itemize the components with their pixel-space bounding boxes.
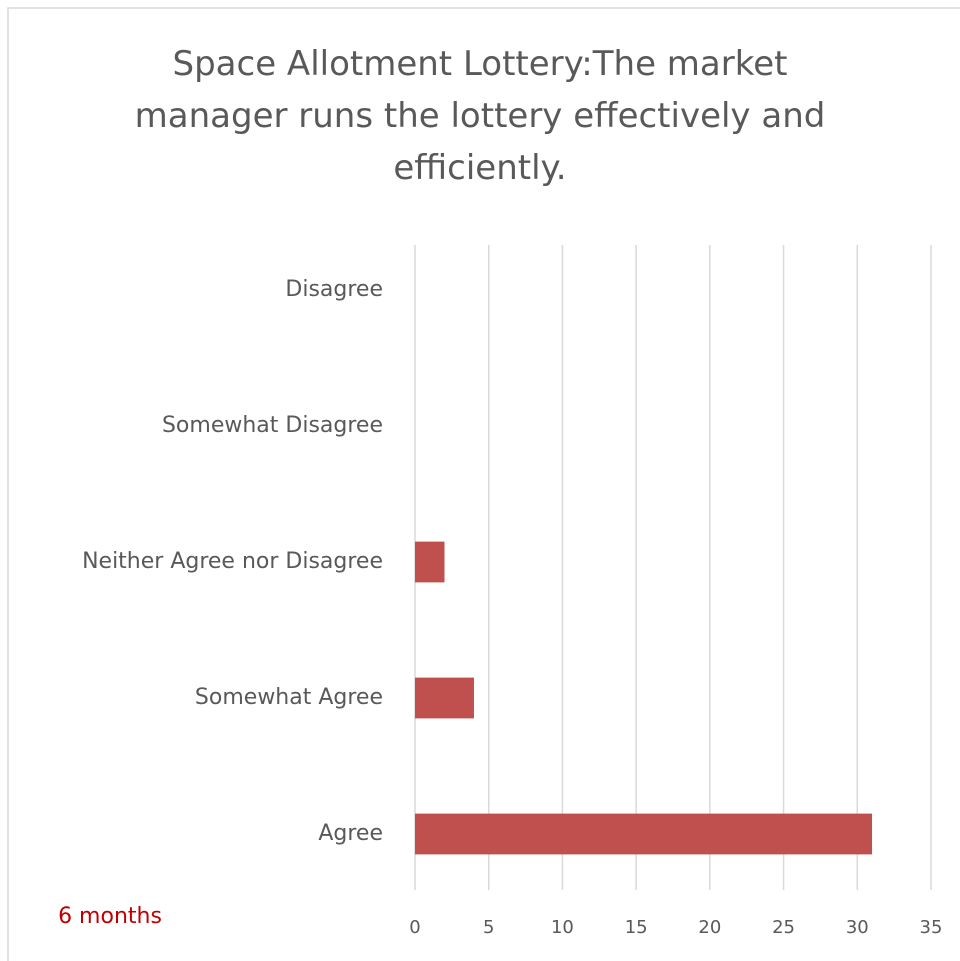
x-tick-label: 20 bbox=[698, 917, 721, 938]
bar bbox=[415, 813, 873, 855]
bar bbox=[415, 677, 474, 719]
x-tick-label: 0 bbox=[409, 917, 420, 938]
y-tick-label: Agree bbox=[318, 821, 383, 846]
x-tick-label: 35 bbox=[920, 917, 943, 938]
x-tick-label: 5 bbox=[483, 917, 494, 938]
x-tick-label: 25 bbox=[772, 917, 795, 938]
chart-title: Space Allotment Lottery:The market manag… bbox=[134, 44, 826, 188]
bar bbox=[415, 541, 445, 583]
chart-frame bbox=[7, 7, 960, 961]
x-tick-label: 10 bbox=[551, 917, 574, 938]
y-tick-label: Disagree bbox=[285, 277, 383, 302]
y-tick-label: Somewhat Agree bbox=[195, 685, 383, 710]
y-tick-label: Somewhat Disagree bbox=[162, 413, 383, 438]
x-tick-label: 15 bbox=[625, 917, 648, 938]
x-tick-label: 30 bbox=[846, 917, 869, 938]
annotation: 6 months bbox=[58, 904, 162, 929]
y-tick-label: Neither Agree nor Disagree bbox=[82, 549, 383, 574]
